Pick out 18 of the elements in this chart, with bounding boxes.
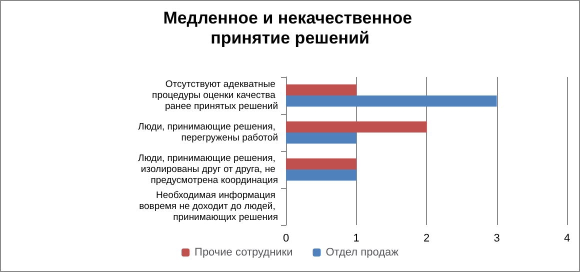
x-tick-label: 3 <box>494 232 500 244</box>
bar <box>286 170 356 181</box>
legend-label: Прочие сотрудники <box>194 246 293 258</box>
chart-title: Медленное и некачественное принятие решений <box>163 8 417 48</box>
x-tick-label: 1 <box>353 232 360 244</box>
bar <box>286 158 356 170</box>
bar <box>286 84 356 96</box>
bar <box>286 121 426 132</box>
x-tick-label: 0 <box>282 232 290 244</box>
y-tick-label: Люди, принимающие решения, перегружены работой <box>138 122 278 144</box>
legend-label: Отдел продаж <box>326 246 400 258</box>
x-tick-label: 2 <box>423 232 430 244</box>
bar <box>286 132 356 144</box>
y-tick-label: Люди, принимающие решения, изолированы друг от друга, не предусмотрена координация <box>138 153 278 186</box>
y-tick-label: Необходимая информация вовремя не доходит до людей, принимающих решения <box>139 190 278 223</box>
y-tick-label: Отсутствуют адекватные процедуры оценки качества ранее принятых решений <box>152 79 278 112</box>
bar <box>286 96 497 107</box>
x-tick-label: 4 <box>564 232 570 244</box>
